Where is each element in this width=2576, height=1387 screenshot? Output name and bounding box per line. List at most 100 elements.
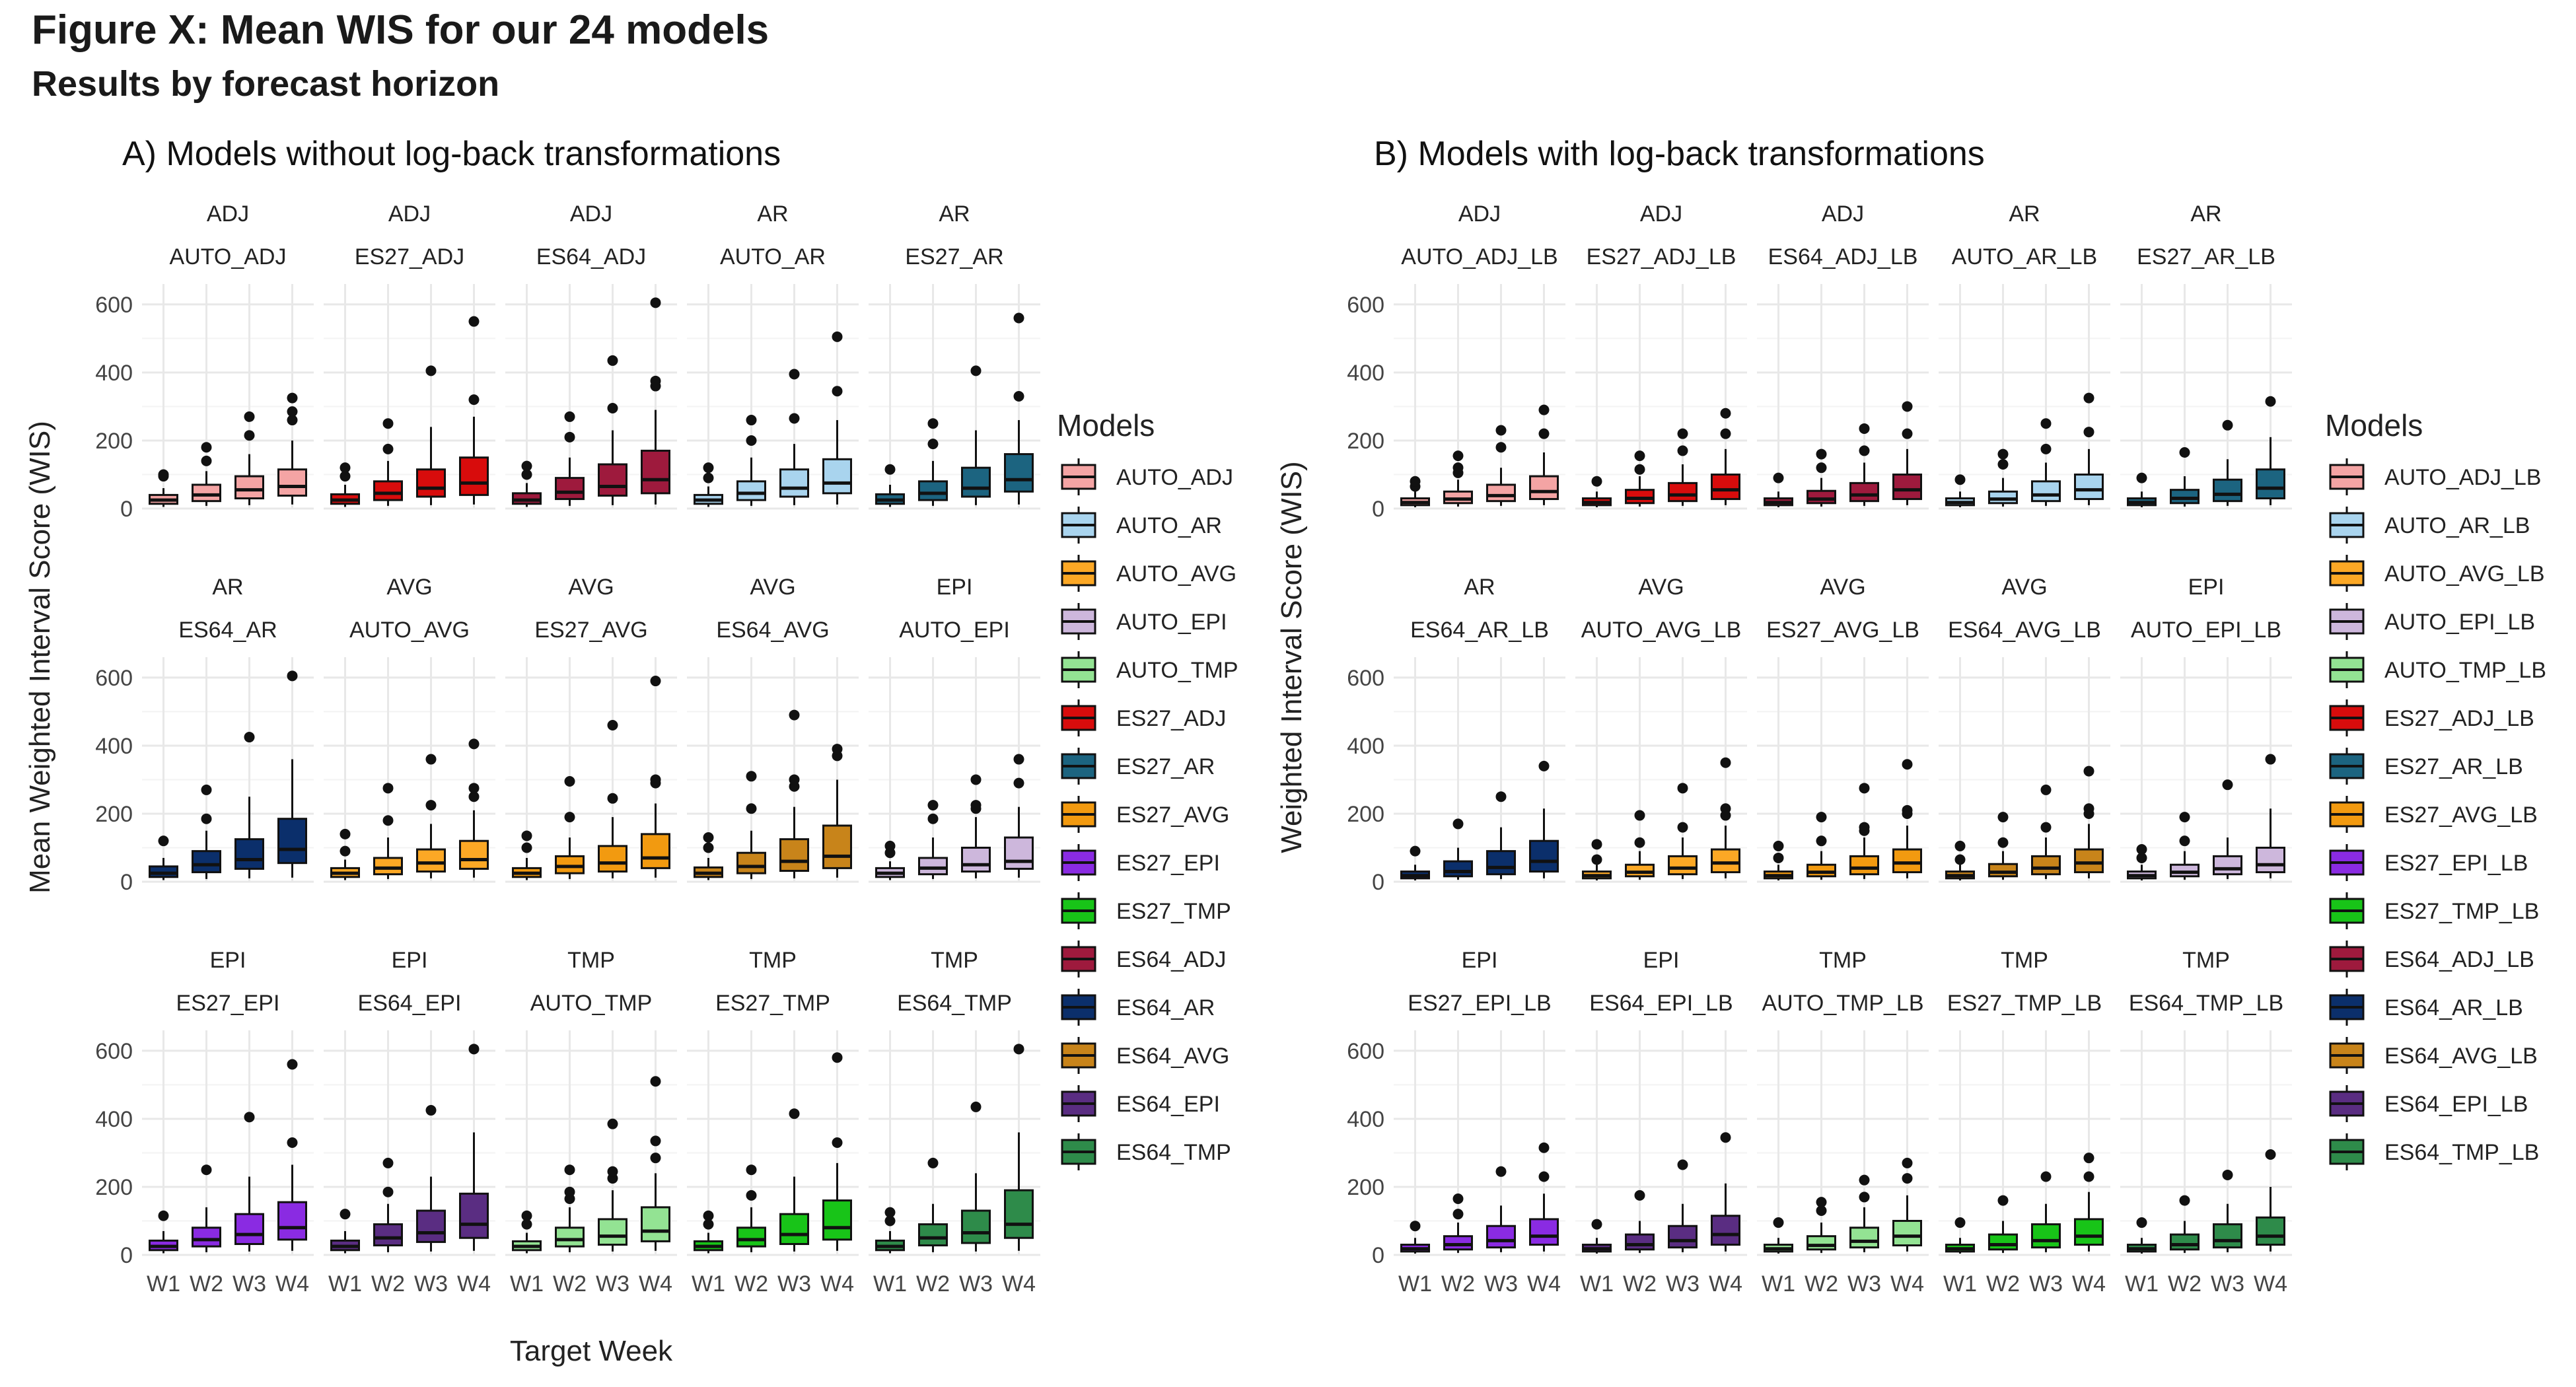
x-tick-label: W3 xyxy=(1666,1271,1699,1297)
box xyxy=(1849,481,1879,503)
outlier-point xyxy=(832,744,843,755)
box xyxy=(736,851,766,874)
facet-strip-group: AVG xyxy=(1820,575,1865,600)
box xyxy=(736,480,766,501)
box xyxy=(277,468,307,497)
box xyxy=(1625,489,1655,505)
box xyxy=(555,477,585,501)
facet-strip-model: ES27_AR xyxy=(905,244,1003,269)
x-tick-label: W1 xyxy=(147,1271,180,1297)
outlier-point xyxy=(927,1157,939,1168)
x-tick-label: W1 xyxy=(1398,1271,1432,1297)
facet-strip-group: AVG xyxy=(2001,575,2047,600)
figure-subtitle: Results by forecast horizon xyxy=(32,64,500,104)
legend-label: AUTO_AVG_LB xyxy=(2384,561,2545,587)
facet-strip-model: ES27_ADJ_LB xyxy=(1587,244,1736,269)
legend-title: Models xyxy=(2325,408,2423,443)
outlier-point xyxy=(1954,854,1966,865)
y-tick-label: 200 xyxy=(1347,1175,1384,1200)
outlier-point xyxy=(382,1186,394,1197)
outlier-point xyxy=(703,472,714,483)
box xyxy=(1529,475,1559,501)
box xyxy=(2031,480,2061,503)
outlier-point xyxy=(2222,779,2233,791)
outlier-point xyxy=(340,1209,351,1220)
facet-strip-group: ADJ xyxy=(388,201,431,227)
box xyxy=(641,833,670,869)
outlier-point xyxy=(425,365,437,376)
x-tick-label: W1 xyxy=(692,1271,725,1297)
box xyxy=(1004,1189,1034,1239)
legend-label: ES64_AR xyxy=(1116,995,1215,1020)
outlier-point xyxy=(287,392,298,404)
facet-strip-group: ADJ xyxy=(207,201,249,227)
x-tick-label: W1 xyxy=(328,1271,362,1297)
outlier-point xyxy=(2222,1169,2233,1180)
box xyxy=(192,850,221,874)
facet-strip-model: AUTO_ADJ xyxy=(170,244,287,269)
outlier-point xyxy=(927,813,939,824)
box xyxy=(598,845,627,873)
facet-strip-model: AUTO_ADJ_LB xyxy=(1401,244,1557,269)
legend-label: ES27_AVG xyxy=(1116,802,1229,828)
legend-label: ES64_TMP_LB xyxy=(2384,1140,2539,1165)
facet-strip-model: ES64_TMP xyxy=(897,991,1012,1016)
outlier-point xyxy=(2136,844,2147,855)
outlier-point xyxy=(564,776,575,787)
outlier-point xyxy=(2040,443,2052,454)
box xyxy=(1849,1227,1879,1249)
outlier-point xyxy=(521,842,532,853)
box xyxy=(2213,1223,2242,1249)
outlier-point xyxy=(1720,428,1731,439)
x-tick-label: W3 xyxy=(233,1271,266,1297)
outlier-point xyxy=(244,411,255,422)
box xyxy=(373,480,403,501)
box xyxy=(459,456,489,496)
legend-label: ES64_TMP xyxy=(1116,1140,1231,1165)
outlier-point xyxy=(1013,391,1024,402)
outlier-point xyxy=(158,836,169,847)
box xyxy=(234,1213,264,1246)
outlier-point xyxy=(468,783,480,794)
box xyxy=(1443,490,1473,505)
facet-strip-group: TMP xyxy=(1819,948,1867,973)
x-tick-label: W4 xyxy=(1527,1271,1561,1297)
outlier-point xyxy=(607,355,618,366)
legend-label: AUTO_ADJ xyxy=(1116,465,1233,490)
outlier-point xyxy=(1859,822,1870,833)
y-tick-label: 600 xyxy=(1347,293,1384,318)
outlier-point xyxy=(1452,1209,1464,1220)
facet-strip-group: EPI xyxy=(1643,948,1680,973)
outlier-point xyxy=(2083,765,2094,777)
outlier-point xyxy=(287,670,298,682)
outlier-point xyxy=(2083,427,2094,438)
outlier-point xyxy=(1816,836,1827,847)
facet-strip-group: TMP xyxy=(2182,948,2230,973)
outlier-point xyxy=(564,411,575,422)
facet-strip-group: EPI xyxy=(2188,575,2225,600)
legend-label: ES27_AR_LB xyxy=(2384,754,2523,779)
facet-strip-group: EPI xyxy=(210,948,246,973)
box xyxy=(277,1201,307,1241)
facet-strip-group: AVG xyxy=(750,575,795,600)
outlier-point xyxy=(1410,476,1421,487)
legend-label: ES64_EPI_LB xyxy=(2384,1092,2528,1117)
outlier-point xyxy=(564,812,575,823)
box xyxy=(1711,1215,1740,1246)
y-tick-label: 200 xyxy=(95,1175,133,1200)
box xyxy=(2074,1218,2104,1246)
facet-strip-group: AVG xyxy=(1638,575,1684,600)
box xyxy=(641,1206,670,1242)
legend-label: AUTO_TMP xyxy=(1116,658,1238,683)
y-tick-label: 200 xyxy=(95,802,133,827)
y-tick-label: 0 xyxy=(120,1243,133,1268)
box xyxy=(1849,855,1879,876)
outlier-point xyxy=(970,774,982,785)
facet-strip-model: ES64_EPI xyxy=(358,991,462,1016)
outlier-point xyxy=(1677,822,1688,833)
outlier-point xyxy=(1452,450,1464,462)
outlier-point xyxy=(2179,1195,2190,1206)
box xyxy=(1668,855,1698,876)
facet-strip-group: EPI xyxy=(937,575,973,600)
